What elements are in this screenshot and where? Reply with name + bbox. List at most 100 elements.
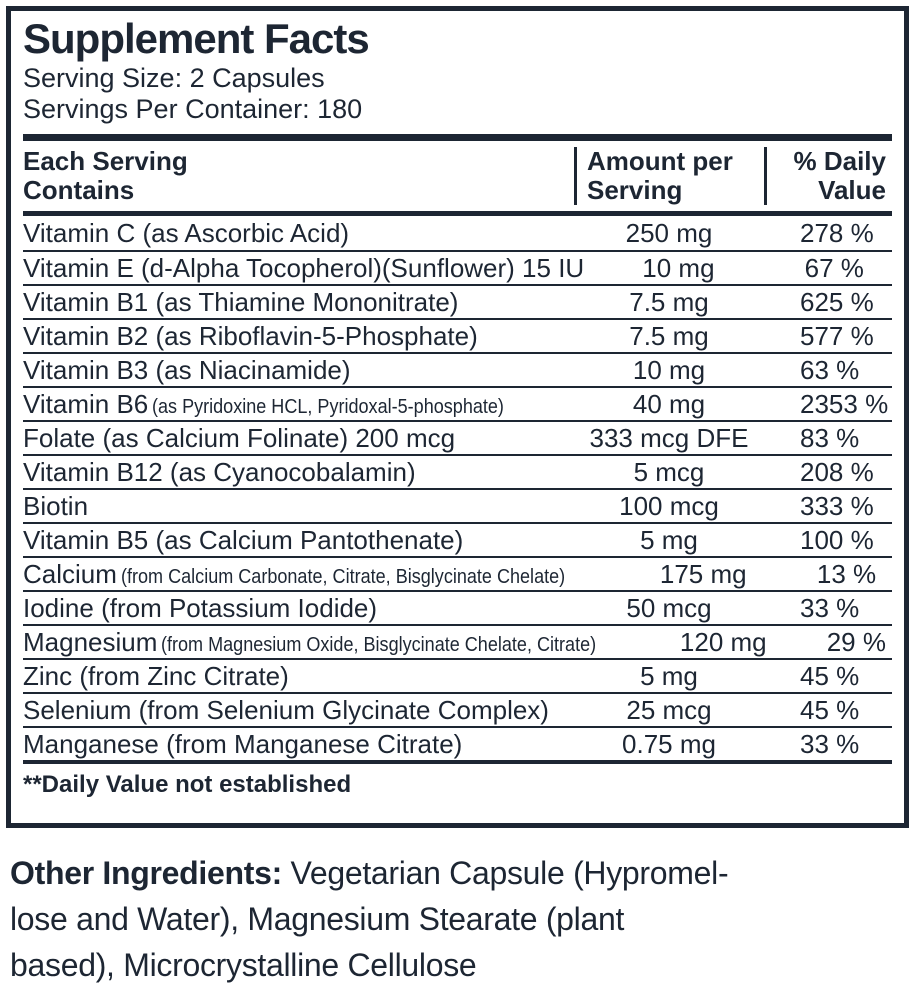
column-daily-value: % Daily Value — [764, 147, 892, 205]
ingredient-amount: 7.5 mg — [629, 286, 709, 317]
facts-title: Supplement Facts — [23, 15, 370, 62]
table-row: Vitamin E (d-Alpha Tocopherol)(Sunflower… — [23, 250, 892, 284]
supplement-facts-label: Supplement Facts Serving Size: 2 Capsule… — [6, 6, 909, 828]
other-ingredients: Other Ingredients: Vegetarian Capsule (H… — [10, 850, 903, 988]
ingredient-name-text: Calcium — [23, 558, 117, 589]
ingredient-daily-value: 67 % — [804, 252, 864, 283]
ingredient-daily-value: 333 % — [800, 490, 874, 521]
ingredient-daily-value: 13 % — [816, 558, 877, 589]
ingredient-amount: 5 mg — [640, 660, 698, 691]
ingredient-name: Zinc (from Zinc Citrate) — [23, 661, 574, 692]
ingredient-name-detail: (from Calcium Carbonate, Citrate, Bisgly… — [120, 564, 566, 588]
ingredient-amount: 25 mcg — [626, 694, 712, 725]
ingredient-name: Vitamin B6 (as Pyridoxine HCL, Pyridoxal-… — [23, 389, 574, 420]
ingredient-name-text: Vitamin B6 — [23, 388, 149, 419]
ingredient-amount: 40 mg — [632, 388, 706, 419]
ingredient-name-text: Folate (as Calcium Folinate) 200 mcg — [23, 422, 456, 453]
other-ingredients-line3: based), Microcrystalline Cellulose — [10, 947, 477, 983]
column-amount-per-serving: Amount per Serving — [574, 147, 764, 205]
ingredient-name: Calcium (from Calcium Carbonate, Citrate,… — [23, 559, 626, 590]
ingredient-daily-value: 208 % — [800, 456, 874, 487]
table-row: Folate (as Calcium Folinate) 200 mcg 333… — [23, 420, 892, 454]
ingredient-name-text: Vitamin B1 (as Thiamine Mononitrate) — [23, 286, 459, 317]
ingredient-name: Vitamin E (d-Alpha Tocopherol)(Sunflower… — [23, 253, 588, 284]
ingredient-daily-value: 33 % — [800, 592, 860, 623]
table-row: Vitamin B2 (as Riboflavin-5-Phosphate) 7… — [23, 318, 892, 352]
ingredient-amount: 5 mcg — [633, 456, 705, 487]
ingredient-name: Iodine (from Potassium Iodide) — [23, 593, 574, 624]
column-amount-line2: Serving — [587, 175, 683, 205]
ingredient-amount: 250 mg — [625, 217, 713, 248]
ingredient-name: Vitamin B3 (as Niacinamide) — [23, 355, 574, 386]
servings-per-container: Servings Per Container: 180 — [23, 94, 363, 124]
ingredient-name-text: Vitamin B2 (as Riboflavin-5-Phosphate) — [23, 320, 478, 351]
ingredient-daily-value: 45 % — [800, 694, 860, 725]
ingredient-name: Vitamin B12 (as Cyanocobalamin) — [23, 457, 574, 488]
ingredient-daily-value: 33 % — [800, 728, 860, 759]
table-row: Vitamin B12 (as Cyanocobalamin) 5 mcg 20… — [23, 454, 892, 488]
ingredient-name: Folate (as Calcium Folinate) 200 mcg — [23, 423, 574, 454]
ingredient-daily-value: 577 % — [800, 320, 874, 351]
ingredient-name-text: Vitamin B5 (as Calcium Pantothenate) — [23, 524, 464, 555]
table-row: Zinc (from Zinc Citrate) 5 mg 45 % — [23, 658, 892, 692]
table-row: Magnesium (from Magnesium Oxide, Bisglyci… — [23, 624, 892, 658]
ingredient-daily-value: 29 % — [826, 626, 886, 657]
ingredient-name-detail: (from Magnesium Oxide, Bisglycinate Chel… — [161, 632, 597, 656]
column-each-serving-line1: Each Serving — [23, 146, 188, 176]
other-ingredients-line1: Vegetarian Capsule (Hypromel- — [281, 855, 729, 891]
ingredient-name-text: Vitamin E (d-Alpha Tocopherol)(Sunflower… — [23, 252, 585, 283]
divider-thick-top — [23, 134, 892, 141]
table-row: Vitamin C (as Ascorbic Acid) 250 mg 278 … — [23, 216, 892, 250]
ingredient-amount: 5 mg — [640, 524, 698, 555]
ingredient-daily-value: 625 % — [800, 286, 874, 317]
table-row: Vitamin B5 (as Calcium Pantothenate) 5 m… — [23, 522, 892, 556]
ingredient-name-text: Biotin — [23, 490, 89, 521]
facts-header-row: Each Serving Contains Amount per Serving… — [23, 141, 892, 211]
daily-value-footnote: **Daily Value not established — [23, 771, 352, 798]
ingredient-name-text: Iodine (from Potassium Iodide) — [23, 592, 378, 623]
ingredient-name: Selenium (from Selenium Glycinate Comple… — [23, 695, 574, 726]
ingredient-name: Vitamin B2 (as Riboflavin-5-Phosphate) — [23, 321, 574, 352]
ingredient-amount: 10 mg — [642, 252, 715, 283]
ingredient-name-detail: (as Pyridoxine HCL, Pyridoxal-5-phosphat… — [152, 394, 505, 418]
table-row: Vitamin B6 (as Pyridoxine HCL, Pyridoxal-… — [23, 386, 892, 420]
serving-size: Serving Size: 2 Capsules — [23, 63, 325, 93]
ingredient-amount: 10 mg — [632, 354, 706, 385]
column-amount-line1: Amount per — [587, 146, 733, 176]
ingredient-name: Vitamin C (as Ascorbic Acid) — [23, 218, 574, 249]
divider-thick-header — [23, 211, 892, 216]
ingredient-daily-value: 63 % — [800, 354, 860, 385]
ingredient-daily-value: 45 % — [800, 660, 860, 691]
ingredient-name: Vitamin B5 (as Calcium Pantothenate) — [23, 525, 574, 556]
ingredient-name: Vitamin B1 (as Thiamine Mononitrate) — [23, 287, 574, 318]
ingredient-name: Magnesium (from Magnesium Oxide, Bisglyci… — [23, 627, 656, 658]
column-daily-value-line2: Value — [818, 175, 886, 205]
table-row: Vitamin B3 (as Niacinamide) 10 mg 63 % — [23, 352, 892, 386]
ingredient-amount: 100 mcg — [619, 490, 719, 521]
other-ingredients-line2: lose and Water), Magnesium Stearate (pla… — [10, 901, 625, 937]
ingredient-amount: 120 mg — [679, 626, 767, 657]
ingredient-amount: 7.5 mg — [629, 320, 709, 351]
ingredient-daily-value: 2353 % — [800, 388, 889, 419]
column-daily-value-line1: % Daily — [793, 146, 887, 176]
ingredient-daily-value: 278 % — [800, 217, 874, 248]
ingredient-name-text: Selenium (from Selenium Glycinate Comple… — [23, 694, 549, 725]
ingredient-amount: 175 mg — [659, 558, 747, 589]
divider-footnote — [23, 760, 892, 764]
ingredient-name: Manganese (from Manganese Citrate) — [23, 729, 574, 760]
table-row: Calcium (from Calcium Carbonate, Citrate,… — [23, 556, 892, 590]
column-each-serving-line2: Contains — [23, 175, 135, 205]
table-row: Selenium (from Selenium Glycinate Comple… — [23, 692, 892, 726]
supplement-rows: Vitamin C (as Ascorbic Acid) 250 mg 278 … — [23, 216, 892, 760]
ingredient-amount: 333 mcg DFE — [589, 422, 749, 453]
ingredient-amount: 50 mcg — [626, 592, 712, 623]
table-row: Vitamin B1 (as Thiamine Mononitrate) 7.5… — [23, 284, 892, 318]
table-row: Iodine (from Potassium Iodide) 50 mcg 33… — [23, 590, 892, 624]
ingredient-daily-value: 83 % — [800, 422, 860, 453]
ingredient-name-text: Vitamin C (as Ascorbic Acid) — [23, 217, 350, 248]
ingredient-name-text: Vitamin B12 (as Cyanocobalamin) — [23, 456, 416, 487]
column-each-serving: Each Serving Contains — [23, 147, 574, 205]
ingredient-name-text: Manganese (from Manganese Citrate) — [23, 728, 463, 759]
table-row: Biotin 100 mcg 333 % — [23, 488, 892, 522]
ingredient-name-text: Vitamin B3 (as Niacinamide) — [23, 354, 351, 385]
